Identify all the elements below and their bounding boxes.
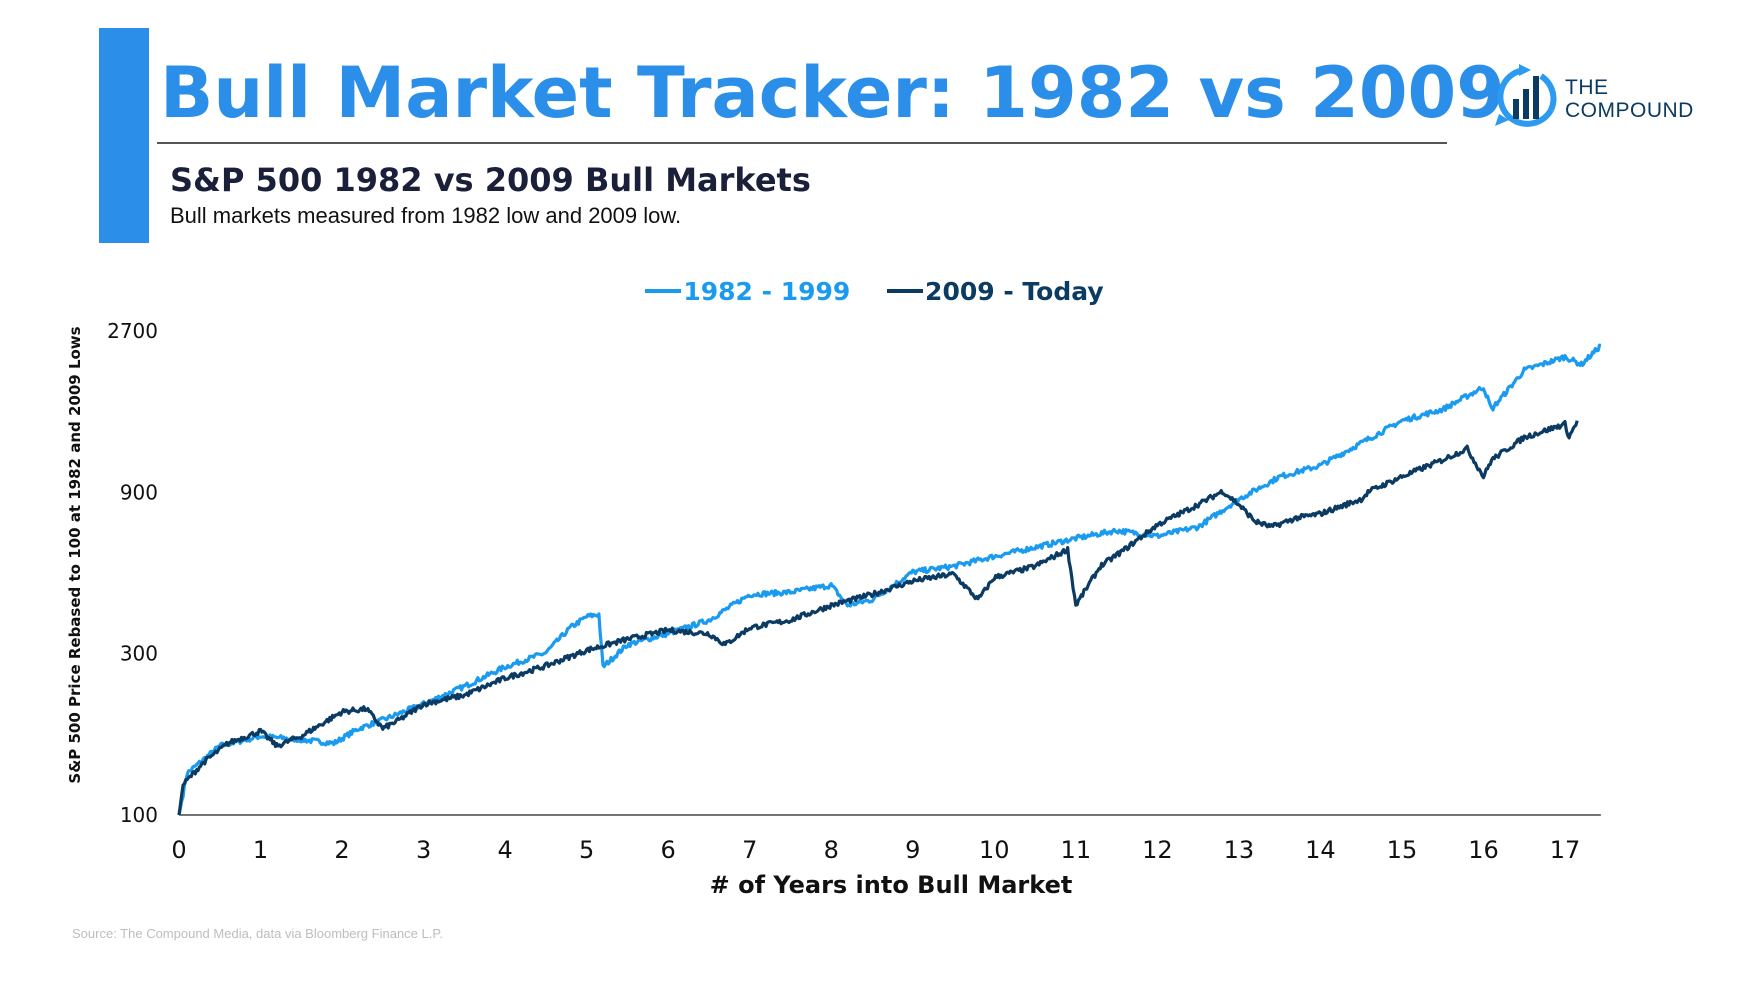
- x-tick-label: 0: [171, 836, 186, 864]
- x-tick-label: 1: [253, 836, 268, 864]
- legend-label-2009: 2009 - Today: [925, 276, 1104, 306]
- x-tick-label: 13: [1224, 836, 1255, 864]
- x-axis-title: # of Years into Bull Market: [709, 871, 1073, 899]
- x-tick-label: 6: [661, 836, 676, 864]
- x-tick-label: 14: [1305, 836, 1336, 864]
- title-divider: [157, 142, 1447, 144]
- x-tick-label: 4: [497, 836, 512, 864]
- x-tick-label: 11: [1061, 836, 1092, 864]
- chart-legend: 1982 - 1999 2009 - Today: [0, 270, 1749, 306]
- legend-swatch-1982: [645, 289, 682, 293]
- y-tick-label: 300: [120, 642, 158, 666]
- x-tick-label: 3: [416, 836, 431, 864]
- x-tick-label: 5: [579, 836, 594, 864]
- x-tick-label: 7: [742, 836, 757, 864]
- legend-item-2009: 2009 - Today: [887, 277, 1104, 306]
- chart-bars-circular-arrow-icon: [1495, 64, 1557, 127]
- legend-item-1982: 1982 - 1999: [645, 277, 850, 306]
- chart-title: S&P 500 1982 vs 2009 Bull Markets: [170, 161, 811, 199]
- logo-text: THE COMPOUND: [1565, 76, 1694, 122]
- legend-label-1982: 1982 - 1999: [683, 276, 851, 306]
- x-tick-label: 8: [824, 836, 839, 864]
- source-note: Source: The Compound Media, data via Blo…: [72, 926, 443, 941]
- y-tick-label: 100: [120, 803, 158, 827]
- x-tick-label: 17: [1550, 836, 1581, 864]
- x-tick-label: 15: [1387, 836, 1418, 864]
- y-tick-label: 900: [120, 480, 158, 504]
- series-line-1982-1999: [177, 343, 1602, 816]
- y-tick-label: 2700: [107, 319, 158, 343]
- accent-bar: [99, 28, 149, 243]
- chart-description: Bull markets measured from 1982 low and …: [170, 203, 682, 228]
- legend-swatch-2009: [887, 289, 924, 293]
- x-tick-label: 9: [905, 836, 920, 864]
- page-title: Bull Market Tracker: 1982 vs 2009: [160, 52, 1505, 134]
- logo-line2: COMPOUND: [1565, 99, 1694, 122]
- x-tick-label: 16: [1468, 836, 1499, 864]
- x-tick-label: 2: [334, 836, 349, 864]
- series-line-2009-today: [177, 420, 1579, 816]
- logo-line1: THE: [1565, 76, 1609, 99]
- x-tick-label: 10: [979, 836, 1010, 864]
- x-tick-label: 12: [1142, 836, 1173, 864]
